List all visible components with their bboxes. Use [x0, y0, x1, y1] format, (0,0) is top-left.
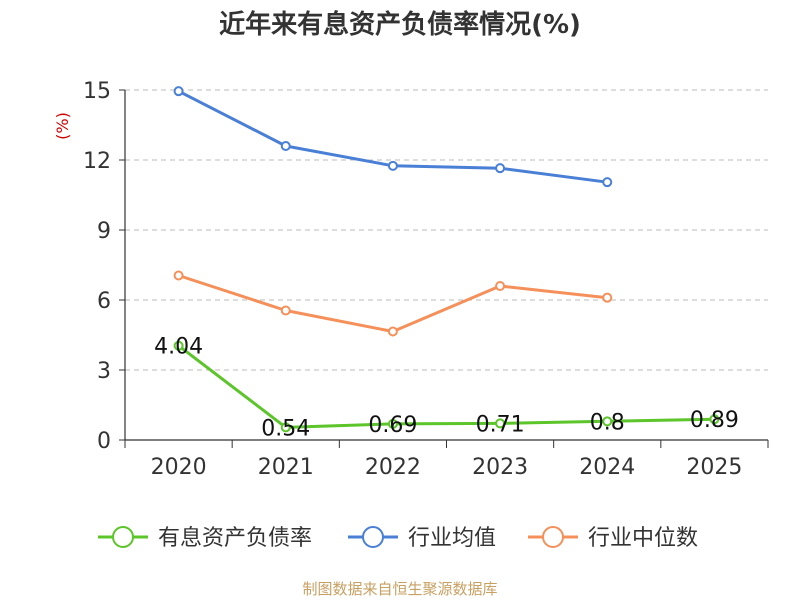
- legend-entry: 行业均值: [408, 526, 496, 551]
- y-tick-label: 12: [83, 149, 111, 174]
- data-point: [495, 418, 506, 429]
- legend-swatch-marker: [542, 526, 564, 548]
- data-point: [387, 160, 398, 171]
- y-tick-label: 6: [97, 289, 111, 314]
- data-point: [280, 422, 291, 433]
- series-line: [178, 274, 608, 333]
- data-point: [602, 416, 613, 427]
- legend-swatch-marker: [112, 526, 134, 548]
- legend-entry: 行业中位数: [588, 526, 698, 551]
- x-tick-label: 2024: [579, 455, 635, 480]
- x-tick-label: 2023: [472, 455, 528, 480]
- data-point: [602, 292, 613, 303]
- data-point: [173, 340, 184, 351]
- data-label: 0.8: [590, 410, 625, 435]
- data-point: [495, 163, 506, 174]
- y-tick-label: 0: [97, 429, 111, 454]
- series-lines: [173, 86, 720, 433]
- data-label: 0.71: [476, 412, 525, 437]
- legend-swatch-marker: [362, 526, 384, 548]
- data-point: [387, 418, 398, 429]
- x-tick-label: 2021: [258, 455, 314, 480]
- y-tick-label: 9: [97, 219, 111, 244]
- chart-title: 近年来有息资产负债率情况(%): [219, 10, 581, 40]
- data-label: 0.89: [690, 408, 739, 433]
- legend-entry: 有息资产负债率: [158, 526, 312, 551]
- data-point: [173, 270, 184, 281]
- data-point: [495, 281, 506, 291]
- data-point: [173, 86, 184, 97]
- data-point: [602, 177, 613, 188]
- data-point: [280, 305, 291, 316]
- x-tick-label: 2022: [365, 455, 421, 480]
- y-tick-label: 15: [83, 79, 111, 104]
- data-label: 0.69: [368, 413, 417, 438]
- data-point: [387, 326, 398, 337]
- legend: 有息资产负债率 行业均值 行业中位数: [98, 526, 698, 551]
- source-note: 制图数据来自恒生聚源数据库: [302, 580, 498, 598]
- data-point: [280, 141, 291, 151]
- grid-lines: [125, 89, 768, 371]
- series-line: [177, 344, 715, 429]
- y-axis-label: (%): [53, 112, 72, 140]
- axes: 0 3 6 9 12 15 2020 2021 2022 2023 2024 2025 (%): [53, 79, 769, 480]
- x-tick-label: 2025: [686, 455, 742, 480]
- data-point: [709, 414, 720, 425]
- y-tick-label: 3: [97, 359, 111, 384]
- data-label: 4.04: [154, 335, 203, 360]
- x-tick-label: 2020: [151, 455, 207, 480]
- data-labels: 4.04 0.54 0.69 0.71 0.8 0.89: [154, 335, 739, 442]
- data-label: 0.54: [261, 416, 310, 441]
